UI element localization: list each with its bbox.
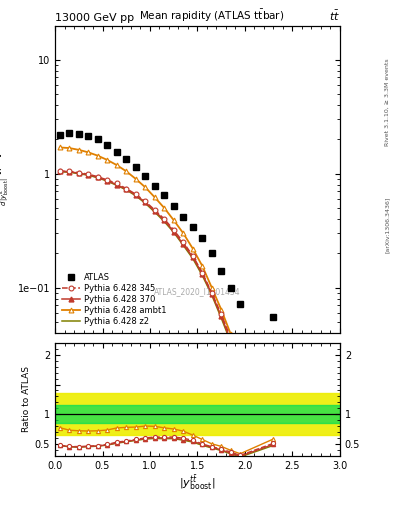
Text: $t\bar{t}$: $t\bar{t}$ bbox=[329, 9, 340, 23]
Y-axis label: $\frac{d\sigma^{\rm fid}}{d\,|y^{t\bar{t}}_{\rm boost}|}$ [pb]: $\frac{d\sigma^{\rm fid}}{d\,|y^{t\bar{t… bbox=[0, 153, 12, 206]
Text: Rivet 3.1.10, ≥ 3.3M events: Rivet 3.1.10, ≥ 3.3M events bbox=[385, 58, 389, 146]
Text: 13000 GeV pp: 13000 GeV pp bbox=[55, 13, 134, 23]
Title: Mean rapidity (ATLAS t$\bar{\rm t}$bar): Mean rapidity (ATLAS t$\bar{\rm t}$bar) bbox=[139, 8, 285, 24]
Legend: ATLAS, Pythia 6.428 345, Pythia 6.428 370, Pythia 6.428 ambt1, Pythia 6.428 z2: ATLAS, Pythia 6.428 345, Pythia 6.428 37… bbox=[59, 270, 169, 329]
X-axis label: $|y^{t\bar{t}}_{\rm boost}|$: $|y^{t\bar{t}}_{\rm boost}|$ bbox=[179, 473, 216, 492]
Text: ATLAS_2020_I1801434: ATLAS_2020_I1801434 bbox=[154, 287, 241, 296]
Y-axis label: Ratio to ATLAS: Ratio to ATLAS bbox=[22, 367, 31, 432]
Text: [arXiv:1306.3436]: [arXiv:1306.3436] bbox=[385, 197, 389, 253]
